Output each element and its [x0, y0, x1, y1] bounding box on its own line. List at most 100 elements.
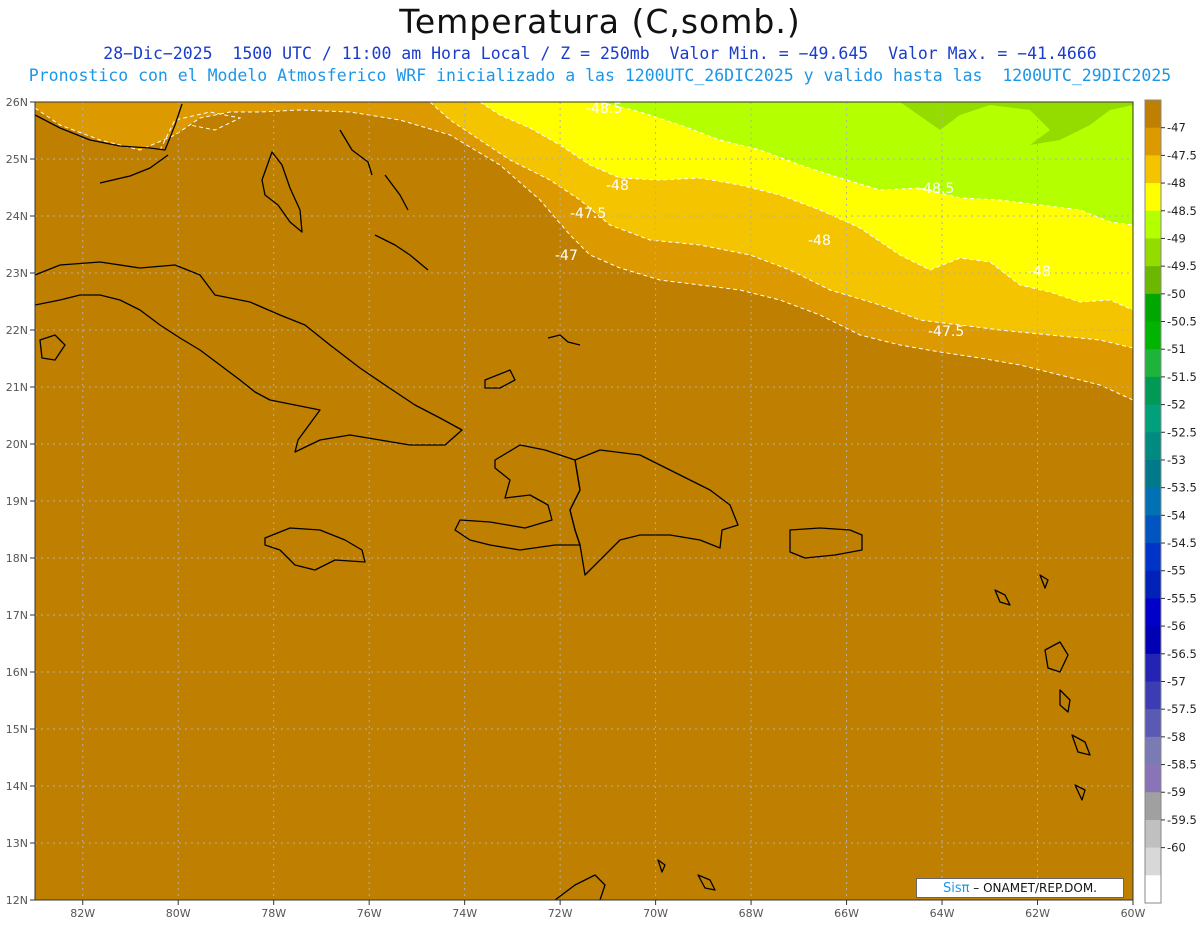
colorbar-swatch: [1145, 598, 1161, 627]
colorbar-swatch: [1145, 432, 1161, 461]
lon-tick-label: 62W: [1025, 907, 1050, 920]
colorbar-label: -47: [1167, 121, 1186, 135]
colorbar-swatch: [1145, 210, 1161, 239]
contour-label: -48: [606, 178, 629, 194]
map-gridlines: [35, 102, 1133, 900]
colorbar-swatch: [1145, 127, 1161, 156]
lon-tick-label: 70W: [643, 907, 668, 920]
colorbar-swatch: [1145, 238, 1161, 267]
lon-tick-label: 82W: [70, 907, 95, 920]
contour-labels: -48.5 -48 -47.5 -47 -48 -48.5 -48 -47.5: [555, 102, 1051, 340]
contour-line-47-nw: [159, 111, 242, 151]
colorbar-label: -60: [1167, 841, 1186, 855]
colorbar-swatch: [1145, 404, 1161, 433]
coast-inagua: [484, 369, 516, 389]
colorbar-swatch: [1145, 570, 1161, 599]
colorbar-swatch: [1145, 155, 1161, 184]
model-info-line: Pronostico con el Modelo Atmosferico WRF…: [28, 66, 1172, 85]
credit-brand: Sisπ: [943, 881, 970, 896]
colorbar-label: -59.5: [1167, 813, 1197, 827]
colorbar-label: -51: [1167, 342, 1186, 356]
longitude-axis-labels: 82W 80W 78W 76W 74W 72W 70W 68W 66W 64W 62W 60W: [70, 907, 1145, 920]
colorbar-swatch: [1145, 736, 1161, 766]
colorbar-label: -48: [1167, 176, 1186, 190]
colorbar-label: -56.5: [1167, 647, 1197, 661]
lat-tick-label: 25N: [6, 153, 28, 166]
coast-puerto-rico: [789, 527, 863, 559]
latitude-axis-labels: 12N 13N 14N 15N 16N 17N 18N 19N 20N 21N 22N 23N 24N 2…: [6, 96, 28, 907]
coast-curacao: [697, 874, 716, 891]
colorbar-label: -57: [1167, 674, 1186, 688]
lat-tick-label: 26N: [6, 96, 28, 109]
colorbar-swatch: [1145, 321, 1161, 350]
coast-lesser-antilles-3: [1071, 734, 1091, 756]
colorbar-swatch: [1145, 681, 1161, 710]
lat-tick-label: 12N: [6, 894, 28, 907]
coast-andros: [261, 151, 303, 233]
colorbar-label: -52.5: [1167, 425, 1197, 439]
contour-label: -48: [808, 233, 831, 249]
coast-jamaica: [264, 527, 366, 571]
axis-ticks: [30, 101, 1134, 905]
colorbar-swatch: [1145, 764, 1161, 793]
lat-tick-label: 21N: [6, 381, 28, 394]
forecast-info-line: 28−Dic−2025 1500 UTC / 11:00 am Hora Loc…: [103, 44, 1097, 63]
lon-tick-label: 74W: [452, 907, 477, 920]
colorbar-label: -58: [1167, 730, 1186, 744]
colorbar-label: -49.5: [1167, 259, 1197, 273]
colorbar-swatch: [1145, 487, 1161, 516]
lon-tick-label: 64W: [930, 907, 955, 920]
colorbar-label: -54: [1167, 508, 1186, 522]
lat-tick-label: 14N: [6, 780, 28, 793]
lon-tick-label: 68W: [739, 907, 764, 920]
credit-box: Sisπ – ONAMET/REP.DOM.: [916, 878, 1124, 898]
colorbar-label: -49: [1167, 231, 1186, 245]
contour-label: -47.5: [928, 324, 964, 340]
coast-florida-keys: [99, 154, 169, 184]
coast-bahamas-3: [374, 234, 429, 271]
colorbar-swatch: [1145, 709, 1161, 738]
colorbar-label: -57.5: [1167, 702, 1197, 716]
lat-tick-label: 20N: [6, 438, 28, 451]
coast-florida: [35, 103, 183, 151]
contour-line-47: [35, 107, 1133, 401]
band-48-5-to-49: [600, 102, 1133, 225]
chart-title: Temperatura (C,somb.): [399, 2, 801, 41]
colorbar-label: -55: [1167, 564, 1186, 578]
colorbar-swatch: [1145, 459, 1161, 489]
lon-tick-label: 80W: [166, 907, 191, 920]
lat-tick-label: 22N: [6, 324, 28, 337]
contour-line-48: [479, 102, 1133, 311]
colorbar-label: -52: [1167, 398, 1186, 412]
coast-lesser-antilles-5: [1039, 574, 1049, 589]
lat-tick-label: 17N: [6, 609, 28, 622]
contour-label: -47: [555, 248, 578, 264]
lat-tick-label: 13N: [6, 837, 28, 850]
colorbar-swatch: [1145, 515, 1161, 544]
colorbar-label: -53: [1167, 453, 1186, 467]
colorbar-swatch: [1145, 626, 1161, 655]
lat-tick-label: 16N: [6, 666, 28, 679]
lat-tick-label: 18N: [6, 552, 28, 565]
colorbar-label: -53.5: [1167, 481, 1197, 495]
credit-text: – ONAMET/REP.DOM.: [969, 881, 1097, 895]
lon-tick-label: 60W: [1121, 907, 1146, 920]
colorbar-swatch: [1145, 376, 1161, 406]
colorbar-swatch: [1145, 875, 1161, 904]
colorbar-swatch: [1145, 543, 1161, 572]
coast-turks: [547, 334, 581, 346]
colorbar-label: -54.5: [1167, 536, 1197, 550]
colorbar-swatch: [1145, 792, 1161, 821]
coast-venezuela: [554, 874, 606, 900]
colorbar-label: -51.5: [1167, 370, 1197, 384]
lat-tick-label: 15N: [6, 723, 28, 736]
colorbar-swatch: [1145, 266, 1161, 295]
colorbar-label: -58.5: [1167, 758, 1197, 772]
colorbar-swatch: [1145, 847, 1161, 876]
lat-tick-label: 23N: [6, 267, 28, 280]
colorbar-label: -47.5: [1167, 148, 1197, 162]
coast-lesser-antilles-1: [1044, 641, 1069, 673]
coast-lesser-antilles-2: [1059, 689, 1071, 713]
coast-lesser-antilles-4: [1074, 784, 1086, 801]
